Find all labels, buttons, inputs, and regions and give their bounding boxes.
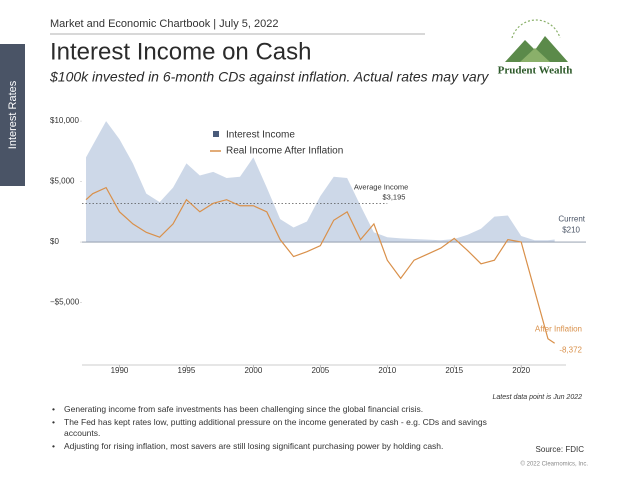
bullet-dot: • (52, 417, 55, 427)
x-tick-label: 2015 (445, 366, 463, 375)
y-tick-label: $0 (50, 237, 59, 246)
logo-mark (505, 19, 568, 62)
bullet-list: • Generating income from safe investments… (50, 404, 490, 454)
side-tab (0, 44, 25, 186)
source: Source: FDIC (536, 445, 585, 454)
y-tick-label: $5,000 (50, 177, 75, 186)
bullet-dot: • (52, 441, 55, 451)
bullet-item: • The Fed has kept rates low, putting add… (50, 417, 490, 439)
annotation-label: After Inflation (535, 324, 582, 333)
x-tick-label: 2000 (244, 366, 262, 375)
bullet-text: Generating income from safe investments … (64, 404, 424, 414)
annotation-label: Current (558, 215, 585, 224)
x-tick-label: 2020 (512, 366, 530, 375)
copyright: © 2022 Clearnomics, Inc. (521, 461, 589, 468)
bullet-item: • Generating income from safe investments… (50, 404, 490, 415)
bullet-text: Adjusting for rising inflation, most sav… (64, 441, 444, 451)
bullet-text: The Fed has kept rates low, putting addi… (64, 417, 487, 438)
average-value: $3,195 (383, 192, 406, 201)
y-tick-label: $10,000 (50, 116, 79, 125)
plot: $10,000 $5,000 $0 −$5,000 1990 1995 2000 2005 20… (50, 116, 586, 375)
x-tick-label: 1995 (178, 366, 196, 375)
x-tick-label: 2010 (378, 366, 396, 375)
annotation-value: $210 (562, 226, 580, 235)
average-label: Average Income (354, 182, 408, 191)
legend-swatch (213, 131, 219, 137)
bullet-dot: • (52, 404, 55, 414)
x-tick-label: 2005 (311, 366, 329, 375)
logo-text: Prudent Wealth (498, 65, 573, 77)
footnote: Latest data point is Jun 2022 (492, 394, 582, 401)
bullet-item: • Adjusting for rising inflation, most sa… (50, 441, 490, 452)
chart-title: Interest Income on Cash (50, 38, 311, 65)
legend-label: Real Income After Inflation (226, 146, 343, 157)
chart-subtitle: $100k invested in 6-month CDs against in… (49, 69, 489, 85)
header: Market and Economic Chartbook | July 5, … (50, 18, 278, 30)
side-tab-label: Interest Rates (7, 80, 19, 149)
y-tick-label: −$5,000 (50, 298, 80, 307)
area-series (86, 121, 555, 243)
line-series (85, 186, 555, 344)
annotation-value: -8,372 (559, 345, 582, 354)
legend-label: Interest Income (226, 130, 295, 141)
x-tick-label: 1990 (111, 366, 129, 375)
